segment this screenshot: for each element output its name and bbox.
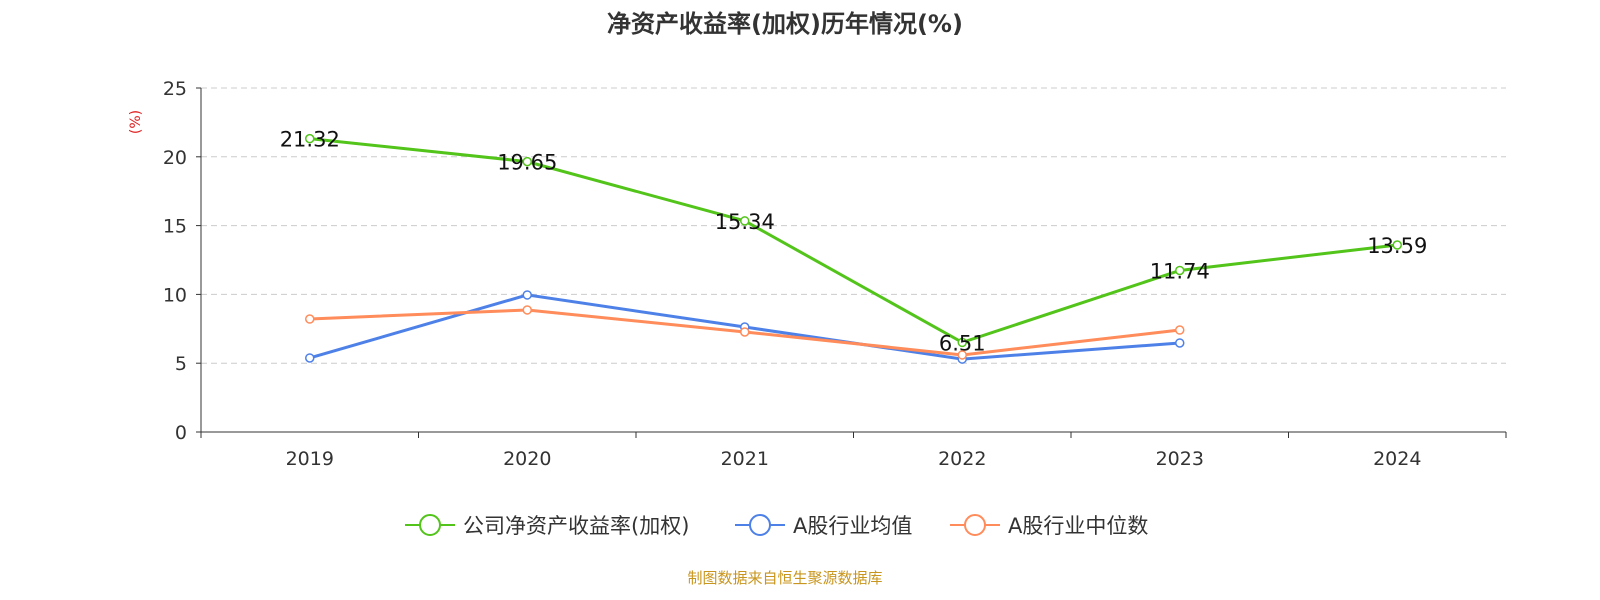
data-point: [1175, 325, 1185, 335]
x-tick-label: 2021: [721, 448, 769, 470]
data-point: [522, 156, 532, 167]
data-label: 15.34: [715, 210, 775, 234]
x-tick-label: 2020: [503, 448, 551, 470]
data-point: [957, 337, 967, 348]
y-tick-label: 5: [175, 353, 187, 375]
data-point: [522, 290, 532, 300]
data-point: [1175, 338, 1185, 348]
legend-marker: [964, 514, 986, 536]
source-footer: 制图数据来自恒生聚源数据库: [687, 569, 882, 587]
legend-label: A股行业中位数: [1008, 514, 1148, 538]
series-line: [309, 137, 1398, 345]
x-tick-label: 2023: [1156, 448, 1204, 470]
y-tick-label: 20: [163, 147, 187, 169]
data-label: 11.74: [1150, 259, 1210, 283]
y-axis-label: (%): [128, 110, 144, 134]
data-point: [740, 216, 750, 226]
x-tick-label: 2024: [1373, 448, 1421, 470]
data-point: [1392, 240, 1402, 250]
x-tick-label: 2022: [938, 448, 986, 470]
legend-label: A股行业均值: [793, 514, 912, 538]
y-tick-label: 25: [163, 78, 187, 100]
data-point: [305, 353, 315, 363]
data-label: 13.59: [1367, 234, 1427, 258]
data-point: [957, 350, 967, 360]
data-point: [522, 305, 532, 315]
legend-marker: [749, 514, 771, 536]
legend-label: 公司净资产收益率(加权): [463, 514, 689, 538]
y-tick-label: 0: [175, 422, 187, 444]
data-point: [305, 314, 315, 324]
data-label: 21.32: [280, 128, 340, 152]
chart-title: 净资产收益率(加权)历年情况(%): [607, 10, 963, 38]
y-tick-label: 15: [163, 216, 187, 238]
data-point: [305, 133, 315, 144]
data-label: 19.65: [497, 151, 557, 175]
data-point: [740, 327, 750, 337]
x-tick-label: 2019: [286, 448, 334, 470]
data-point: [1175, 265, 1185, 276]
legend-marker: [419, 514, 441, 536]
y-tick-label: 10: [163, 284, 187, 306]
